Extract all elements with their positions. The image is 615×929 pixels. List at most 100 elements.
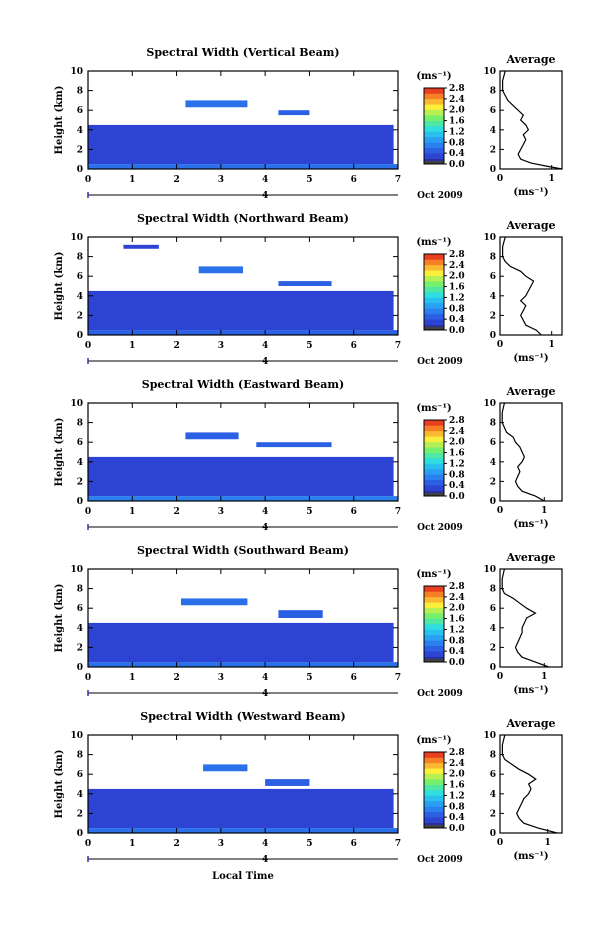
colorbar-tick-label: 0.4 xyxy=(449,315,465,325)
average-x-axis-label: (ms⁻¹) xyxy=(513,353,548,364)
average-profile-line xyxy=(502,236,542,336)
plot-frame xyxy=(87,402,399,502)
average-x-tick-label: 0 xyxy=(497,672,503,682)
colorbar-segment xyxy=(424,795,444,802)
plot-frame xyxy=(87,568,399,668)
heatmap-layer xyxy=(88,622,394,663)
x-tick-label: 1 xyxy=(129,341,135,351)
average-y-tick-label: 0 xyxy=(490,165,496,175)
y-tick-label: 0 xyxy=(77,165,83,175)
y-tick-label: 6 xyxy=(77,770,83,780)
heatmap-layer xyxy=(88,662,398,667)
average-y-tick-label: 6 xyxy=(490,604,496,614)
y-tick-label: 8 xyxy=(77,87,83,97)
colorbar-segment xyxy=(424,479,444,486)
average-x-axis-label: (ms⁻¹) xyxy=(513,187,548,198)
date-label: Oct 2009 xyxy=(417,191,463,201)
colorbar-segment xyxy=(424,762,444,769)
average-y-tick-label: 4 xyxy=(490,292,496,302)
colorbar-segment xyxy=(424,275,444,282)
heatmap-layer xyxy=(88,330,398,335)
colorbar-tick-label: 1.2 xyxy=(449,293,465,303)
colorbar-tick-label: 2.0 xyxy=(449,604,465,614)
x-tick-label: 6 xyxy=(351,341,357,351)
average-x-tick-label: 1 xyxy=(549,174,555,184)
average-y-tick-label: 4 xyxy=(490,624,496,634)
colorbar-tick-label: 0.8 xyxy=(449,470,465,480)
colorbar-tick-label: 1.6 xyxy=(449,449,465,459)
colorbar-segment xyxy=(424,773,444,780)
colorbar-segment xyxy=(424,613,444,619)
colorbar-segment xyxy=(424,270,444,277)
average-y-tick-label: 2 xyxy=(490,643,496,653)
average-y-tick-label: 6 xyxy=(490,272,496,282)
x-tick-label: 7 xyxy=(395,341,401,351)
colorbar-segment xyxy=(424,474,444,481)
y-tick-label: 2 xyxy=(77,145,83,155)
colorbar-segment xyxy=(424,800,444,807)
x-tick-label: 4 xyxy=(262,341,268,351)
date-label: Oct 2009 xyxy=(417,689,463,699)
colorbar-segments xyxy=(424,752,444,829)
colorbar-segment xyxy=(424,806,444,813)
colorbar-segment xyxy=(424,602,444,609)
colorbar-segment xyxy=(424,817,444,823)
colorbar-segment xyxy=(424,452,444,459)
colorbar-segment xyxy=(424,458,444,464)
heatmap-layer xyxy=(88,456,394,497)
average-y-tick-label: 2 xyxy=(490,145,496,155)
colorbar-tick-label: 2.8 xyxy=(449,84,465,94)
average-y-tick-label: 4 xyxy=(490,126,496,136)
x-tick-label: 5 xyxy=(306,341,312,351)
colorbar-tick-label: 0.8 xyxy=(449,138,465,148)
average-y-tick-label: 8 xyxy=(490,585,496,595)
average-y-tick-label: 0 xyxy=(490,497,496,507)
x-tick-label: 7 xyxy=(395,839,401,849)
average-y-tick-label: 6 xyxy=(490,770,496,780)
date-marker-label: 4 xyxy=(262,689,268,699)
panel-title: Spectral Width (Southward Beam) xyxy=(137,544,349,557)
colorbar-segment xyxy=(424,136,444,143)
colorbar-segment xyxy=(424,153,444,159)
y-tick-label: 10 xyxy=(70,399,83,409)
colorbar-tick-label: 0.0 xyxy=(449,492,465,502)
colorbar-tick-label: 2.4 xyxy=(449,95,465,105)
colorbar-segments xyxy=(424,88,444,165)
colorbar-tick-label: 2.0 xyxy=(449,106,465,116)
colorbar-tick-label: 0.8 xyxy=(449,802,465,812)
colorbar-segments xyxy=(424,420,444,497)
colorbar-tick-label: 1.2 xyxy=(449,791,465,801)
colorbar-tick-label: 0.4 xyxy=(449,481,465,491)
heatmap-layer xyxy=(123,244,159,249)
x-tick-label: 4 xyxy=(262,673,268,683)
colorbar-tick-label: 1.2 xyxy=(449,127,465,137)
x-tick-label: 3 xyxy=(218,175,224,185)
average-frame xyxy=(499,70,563,170)
y-tick-label: 10 xyxy=(70,565,83,575)
colorbar-segment xyxy=(424,779,444,785)
y-tick-label: 6 xyxy=(77,604,83,614)
average-x-tick-label: 0 xyxy=(497,838,503,848)
colorbar-frame xyxy=(423,87,445,165)
panel-title: Spectral Width (Eastward Beam) xyxy=(142,378,344,391)
colorbar-tick-label: 2.4 xyxy=(449,427,465,437)
colorbar-segment xyxy=(424,131,444,138)
average-x-tick-label: 1 xyxy=(549,340,555,350)
colorbar-segment xyxy=(424,811,444,818)
average-frame xyxy=(499,402,563,502)
colorbar-segment xyxy=(424,161,444,164)
heatmap-layer xyxy=(181,598,248,606)
colorbar-segment xyxy=(424,126,444,132)
average-title: Average xyxy=(505,219,555,232)
x-tick-label: 5 xyxy=(306,673,312,683)
average-x-tick-label: 0 xyxy=(497,506,503,516)
y-axis-label: Height (km) xyxy=(54,584,65,653)
colorbar-segment xyxy=(424,292,444,298)
x-tick-label: 6 xyxy=(351,839,357,849)
x-tick-label: 5 xyxy=(306,839,312,849)
colorbar-segment xyxy=(424,142,444,149)
x-tick-label: 4 xyxy=(262,175,268,185)
colorbar-segment xyxy=(424,308,444,315)
x-tick-label: 6 xyxy=(351,175,357,185)
average-title: Average xyxy=(505,717,555,730)
